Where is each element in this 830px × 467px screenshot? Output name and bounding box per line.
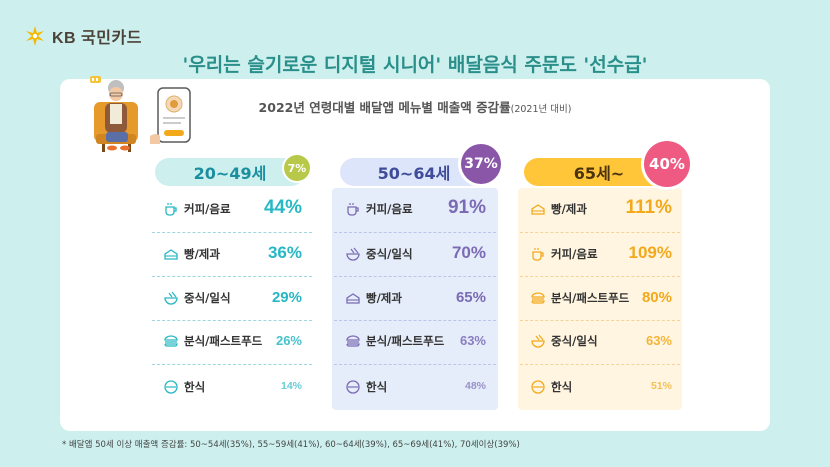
senior-ordering-illustration xyxy=(90,76,191,152)
row-divider xyxy=(334,276,496,277)
group1-total-badge: 7% xyxy=(284,155,310,181)
plate-icon xyxy=(164,380,178,394)
menu-row: 중식/일식 xyxy=(163,290,231,306)
bowl-icon xyxy=(531,334,545,348)
data-label: 26% xyxy=(275,332,302,348)
row-divider xyxy=(152,319,312,321)
row-divider xyxy=(152,276,312,277)
data-label: 111% xyxy=(625,197,673,219)
row-divider xyxy=(520,276,680,277)
cup-icon xyxy=(532,248,544,261)
menu-label: 중식/일식 xyxy=(551,334,598,348)
row-divider xyxy=(520,231,680,233)
menu-label: 중식/일식 xyxy=(366,247,413,261)
menu-row: 빵/제과 xyxy=(163,246,220,262)
menu-label: 커피/음료 xyxy=(551,247,598,261)
burger-icon xyxy=(531,292,545,304)
menu-label: 분식/패스트푸드 xyxy=(551,291,630,305)
menu-row: 중식/일식 xyxy=(530,333,598,349)
menu-row: 빵/제과 xyxy=(345,290,402,306)
row-divider xyxy=(152,364,312,365)
burger-icon xyxy=(346,335,360,347)
data-label: 65% xyxy=(455,288,486,306)
cake-icon xyxy=(164,249,178,260)
menu-row: 중식/일식 xyxy=(345,246,413,262)
group2-total-badge: 37% xyxy=(461,144,501,184)
data-label: 36% xyxy=(267,243,302,263)
menu-label: 빵/제과 xyxy=(366,291,402,305)
cup-icon xyxy=(347,203,359,216)
burger-icon xyxy=(164,335,178,347)
row-divider xyxy=(520,319,680,321)
data-label: 80% xyxy=(641,288,672,306)
menu-label: 빵/제과 xyxy=(184,247,220,261)
group1-header: 20~49세 xyxy=(155,158,305,186)
star-logo-icon xyxy=(26,26,44,46)
menu-label: 한식 xyxy=(366,380,388,394)
brand-logo: KB 국민카드 xyxy=(24,24,142,48)
menu-label: 커피/음료 xyxy=(184,202,231,216)
headline: '우리는 슬기로운 디지털 시니어' 배달음식 주문도 '선수급' xyxy=(182,54,648,76)
data-label: 48% xyxy=(464,380,486,393)
group2-column-bg xyxy=(332,188,498,410)
data-label: 109% xyxy=(628,243,672,263)
data-label: 44% xyxy=(263,197,302,219)
data-label: 91% xyxy=(447,197,486,219)
row-divider xyxy=(152,231,312,233)
row-divider xyxy=(520,364,680,365)
menu-row: 한식 xyxy=(345,379,387,395)
menu-row: 커피/음료 xyxy=(530,246,598,262)
menu-label: 커피/음료 xyxy=(366,202,413,216)
data-label: 70% xyxy=(451,243,486,263)
data-label: 51% xyxy=(650,380,672,393)
menu-row: 분식/패스트푸드 xyxy=(163,333,262,349)
row-divider xyxy=(334,364,496,365)
chart-subtitle: 2022년 연령대별 배달앱 메뉴별 매출액 증감률(2021년 대비) xyxy=(258,100,572,115)
cake-icon xyxy=(346,293,360,304)
menu-label: 분식/패스트푸드 xyxy=(366,334,445,348)
menu-row: 커피/음료 xyxy=(163,201,231,217)
cup-icon xyxy=(165,203,177,216)
menu-row: 한식 xyxy=(530,379,572,395)
menu-label: 분식/패스트푸드 xyxy=(184,334,263,348)
data-label: 63% xyxy=(459,332,486,348)
bowl-icon xyxy=(346,247,360,261)
menu-label: 한식 xyxy=(184,380,206,394)
brand-name: KB 국민카드 xyxy=(52,30,142,47)
menu-label: 빵/제과 xyxy=(551,202,587,216)
bowl-icon xyxy=(164,291,178,305)
plate-icon xyxy=(346,380,360,394)
menu-label: 중식/일식 xyxy=(184,291,231,305)
menu-row: 분식/패스트푸드 xyxy=(530,290,629,306)
menu-label: 한식 xyxy=(551,380,573,394)
row-divider xyxy=(334,231,496,233)
row-divider xyxy=(334,319,496,321)
footnote: * 배달앱 50세 이상 매출액 증감률: 50~54세(35%), 55~59… xyxy=(62,440,520,450)
data-label: 63% xyxy=(645,332,672,348)
menu-row: 한식 xyxy=(163,379,205,395)
menu-row: 빵/제과 xyxy=(530,201,587,217)
menu-row: 커피/음료 xyxy=(345,201,413,217)
group3-total-badge: 40% xyxy=(644,141,690,187)
data-label: 14% xyxy=(280,380,302,393)
group3-column-bg xyxy=(518,188,682,410)
plate-icon xyxy=(531,380,545,394)
menu-row: 분식/패스트푸드 xyxy=(345,333,444,349)
cake-icon xyxy=(531,204,545,215)
data-label: 29% xyxy=(271,288,302,306)
